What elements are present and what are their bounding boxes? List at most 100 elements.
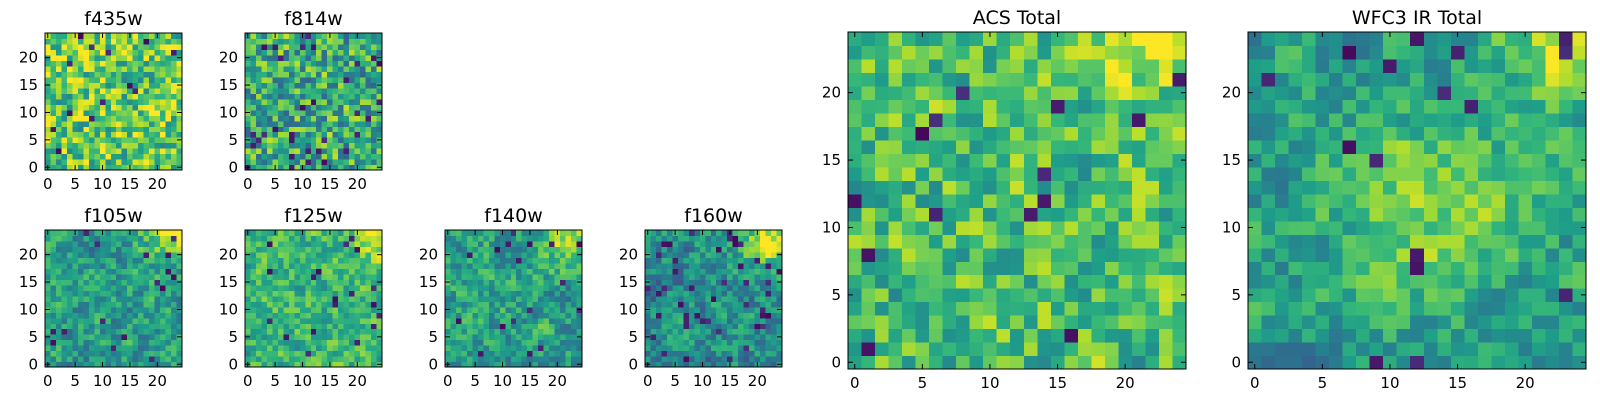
heatmap-cell [245,262,252,269]
heatmap-cell [1010,126,1025,141]
heatmap-cell [1037,166,1052,181]
heatmap-cell [160,137,167,144]
heatmap-cell [343,109,350,116]
heatmap-cell [165,115,172,122]
heatmap-cell [765,345,772,352]
heatmap-cell [650,345,657,352]
heatmap-cell [360,120,367,127]
heatmap-cell [765,350,772,357]
heatmap-cell [543,240,550,248]
heatmap-cell [505,328,512,335]
heatmap-cell [105,153,112,160]
heatmap-cell [250,65,257,72]
heatmap-cell [83,137,90,144]
heatmap-cell [349,334,356,341]
heatmap-cell [45,246,52,253]
heatmap-cell [1572,193,1587,208]
heatmap-cell [1077,153,1092,168]
heatmap-cell [354,137,361,144]
heatmap-cell [171,93,178,100]
x-tick-label: 10 [293,372,312,390]
heatmap-cell [505,262,512,269]
heatmap-cell [376,295,383,302]
heatmap-cell [50,120,57,127]
heatmap-cell [110,148,117,155]
heatmap-cell [288,54,295,61]
heatmap-cell [154,345,161,352]
heatmap-cell [461,345,468,352]
heatmap-cell [1342,166,1357,181]
heatmap-cell [55,284,63,291]
heatmap-cell [776,350,783,357]
heatmap-cell [705,317,712,324]
heatmap-cell [1518,315,1533,330]
heatmap-cell [488,240,495,248]
heatmap-cell [294,361,301,368]
heatmap-cell [902,315,917,330]
heatmap-cell [694,251,701,258]
axes-frame [244,229,383,368]
x-tick-label: 10 [93,372,112,390]
heatmap-cell [261,262,268,269]
heatmap-cell [176,131,183,138]
heatmap-cell [77,104,84,111]
heatmap-cell [45,262,52,269]
heatmap-cell [332,257,339,264]
heatmap-cell [294,65,301,72]
heatmap-cell [55,126,63,133]
heatmap-cell [149,49,156,56]
heatmap-cell [116,246,123,253]
heatmap-cell [1531,207,1547,222]
heatmap-cell [50,65,57,72]
heatmap-cell [50,356,57,363]
heatmap-cell [121,43,128,51]
heatmap-cell [250,334,257,341]
heatmap-cell [683,328,690,335]
heatmap-cell [1410,355,1425,370]
heatmap-cell [310,273,317,280]
heatmap-cell [915,301,930,316]
heatmap-cell [305,60,312,67]
heatmap-cell [455,328,463,335]
heatmap-cell [483,230,490,237]
heatmap-cell [272,312,279,319]
heatmap-cell [176,268,183,275]
heatmap-cell [1248,234,1263,249]
heatmap-cell [1023,85,1038,100]
heatmap-cell [505,306,512,313]
heatmap-cell [915,288,930,303]
heatmap-cell [754,262,761,269]
heatmap-cell [1037,72,1052,87]
heatmap-cell [743,356,750,363]
heatmap-cell [650,317,657,324]
heatmap-cell [305,328,312,335]
heatmap-cell [116,137,123,144]
heatmap-cell [661,361,668,368]
heatmap-cell [1288,288,1303,303]
heatmap-cell [310,339,317,346]
heatmap-cell [66,334,73,341]
heatmap-cell [245,240,252,248]
heatmap-cell [1118,32,1133,47]
heatmap-cell [371,251,378,258]
heatmap-cell [132,356,139,363]
heatmap-cell [266,257,273,264]
heatmap-cell [332,345,339,352]
heatmap-cell [360,312,367,319]
heatmap-cell [283,142,290,149]
heatmap-cell [343,257,350,264]
heatmap-cell [255,350,263,357]
heatmap-cell [332,43,339,51]
heatmap-cell [1077,112,1092,127]
heatmap-cell [996,342,1011,357]
heatmap-cell [683,350,690,357]
heatmap-cell [1369,180,1384,195]
heatmap-cell [650,323,657,330]
heatmap-cell [677,350,684,357]
heatmap-cell [261,273,268,280]
heatmap-cell [245,87,252,94]
heatmap-cell [349,71,356,78]
heatmap-cell [272,284,279,291]
heatmap-cell [776,328,783,335]
heatmap-cell [929,180,944,195]
